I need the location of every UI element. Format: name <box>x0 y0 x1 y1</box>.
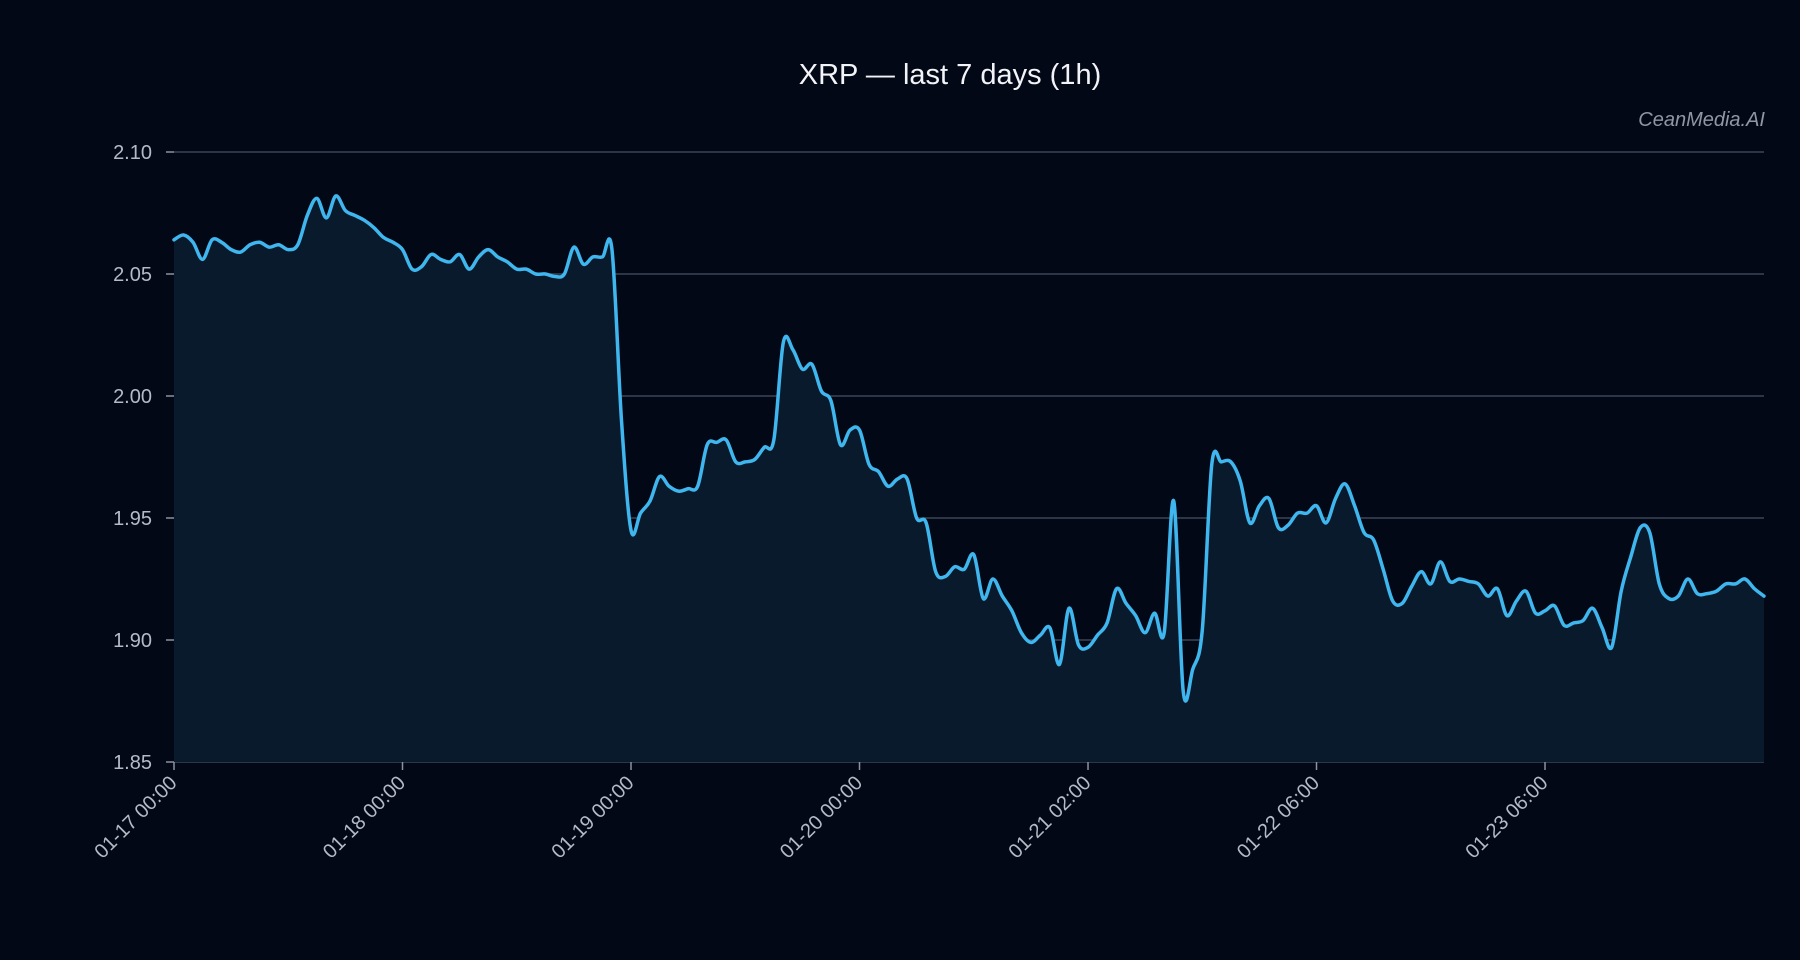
y-tick-label: 2.05 <box>113 264 152 286</box>
watermark: CeanMedia.AI <box>1638 109 1765 131</box>
y-tick-label: 2.00 <box>113 386 152 408</box>
y-axis-ticks: 1.85 1.90 1.95 2.00 2.05 2.10 <box>113 142 174 774</box>
series-line <box>172 194 1766 703</box>
y-tick-label: 1.90 <box>113 630 152 652</box>
y-tick-label: 1.95 <box>113 508 152 530</box>
y-tick-label: 2.10 <box>113 142 152 164</box>
series-area-fill <box>174 195 1764 763</box>
chart-title: XRP — last 7 days (1h) <box>799 59 1101 91</box>
area-fill-layer <box>174 195 1764 763</box>
y-tick-label: 1.85 <box>113 752 152 774</box>
series-line-layer <box>172 194 1766 703</box>
